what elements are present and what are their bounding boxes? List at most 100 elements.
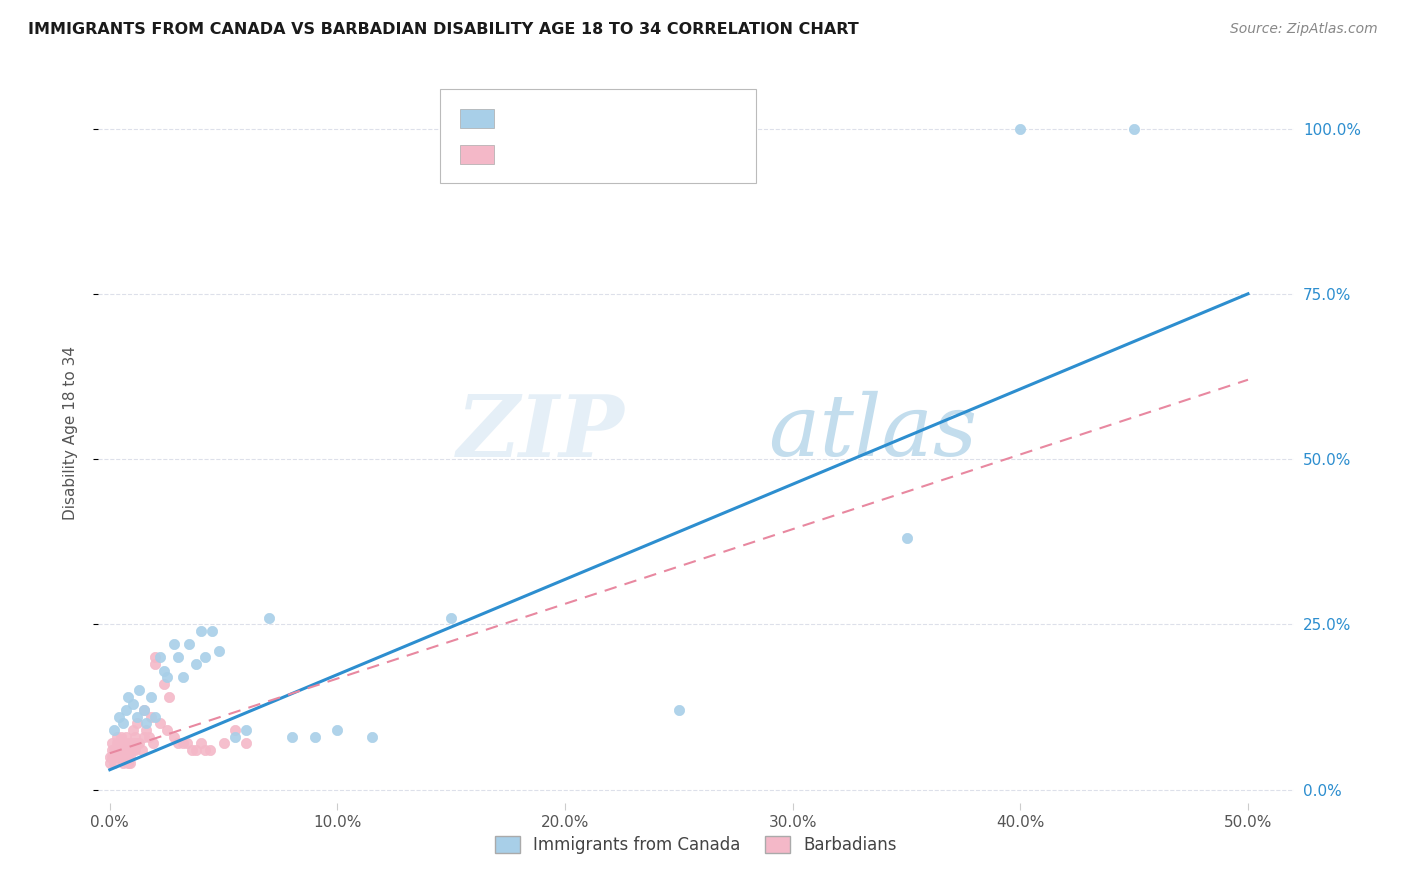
Point <box>281 730 304 744</box>
Point <box>201 624 224 638</box>
Point <box>143 710 166 724</box>
Point <box>124 743 146 757</box>
Point <box>156 723 179 737</box>
Point <box>110 743 132 757</box>
Point <box>117 749 139 764</box>
Point <box>103 756 125 771</box>
Point <box>156 670 179 684</box>
Point <box>143 650 166 665</box>
Point <box>108 749 131 764</box>
Point <box>135 716 157 731</box>
Point <box>128 736 150 750</box>
Legend: Immigrants from Canada, Barbadians: Immigrants from Canada, Barbadians <box>488 830 904 861</box>
Point <box>117 756 139 771</box>
Point <box>224 730 246 744</box>
Y-axis label: Disability Age 18 to 34: Disability Age 18 to 34 <box>63 345 77 520</box>
Point <box>360 730 382 744</box>
Point <box>105 749 128 764</box>
Point <box>186 743 208 757</box>
Point <box>1123 121 1146 136</box>
Point <box>167 650 190 665</box>
Point <box>167 736 190 750</box>
Point <box>112 716 135 731</box>
Point <box>114 703 136 717</box>
Point <box>138 730 160 744</box>
Point <box>132 730 155 744</box>
Point <box>139 690 162 704</box>
Point <box>149 650 172 665</box>
Point <box>132 703 155 717</box>
Point <box>117 690 139 704</box>
Point <box>153 677 176 691</box>
Point <box>440 611 463 625</box>
Point <box>131 743 153 757</box>
Point <box>121 743 143 757</box>
Text: R = 0.682: R = 0.682 <box>503 110 586 128</box>
Point <box>127 716 149 731</box>
Point <box>132 703 155 717</box>
Point <box>143 657 166 671</box>
Point <box>105 730 128 744</box>
Point <box>108 743 131 757</box>
Point <box>186 657 208 671</box>
Point <box>149 716 172 731</box>
Point <box>103 749 125 764</box>
Point <box>1010 121 1032 136</box>
Text: ZIP: ZIP <box>457 391 624 475</box>
Point <box>224 723 246 737</box>
Point <box>120 756 142 771</box>
Point <box>153 664 176 678</box>
Point <box>101 736 124 750</box>
Point <box>127 736 149 750</box>
Point <box>124 730 146 744</box>
Text: atlas: atlas <box>768 392 977 474</box>
Point <box>190 736 212 750</box>
Point <box>190 624 212 638</box>
Point <box>176 736 198 750</box>
Point <box>139 710 162 724</box>
Point <box>114 743 136 757</box>
Point <box>172 670 194 684</box>
Point <box>105 736 128 750</box>
Point <box>208 644 231 658</box>
Point <box>896 532 918 546</box>
Text: R = 0.384: R = 0.384 <box>503 145 586 163</box>
Point <box>212 736 235 750</box>
Point <box>112 736 135 750</box>
Point <box>98 756 121 771</box>
Point <box>101 749 124 764</box>
Point <box>128 683 150 698</box>
Point <box>121 723 143 737</box>
Text: Source: ZipAtlas.com: Source: ZipAtlas.com <box>1230 22 1378 37</box>
Point <box>162 637 184 651</box>
Point <box>179 637 201 651</box>
Point <box>198 743 221 757</box>
Point <box>304 730 326 744</box>
Text: N = 62: N = 62 <box>633 145 690 163</box>
Point <box>235 736 257 750</box>
Point <box>110 730 132 744</box>
Point <box>127 710 149 724</box>
Point <box>326 723 349 737</box>
Point <box>235 723 257 737</box>
Point <box>668 703 690 717</box>
Point <box>194 650 217 665</box>
Point <box>121 736 143 750</box>
Point <box>194 743 217 757</box>
Point <box>112 749 135 764</box>
Point <box>172 736 194 750</box>
Point <box>120 743 142 757</box>
Point <box>114 730 136 744</box>
Point <box>162 730 184 744</box>
Point <box>108 710 131 724</box>
Point <box>101 743 124 757</box>
Point <box>157 690 180 704</box>
Point <box>257 611 280 625</box>
Point <box>110 749 132 764</box>
Point <box>98 749 121 764</box>
Point <box>135 723 157 737</box>
Point <box>117 736 139 750</box>
Point <box>142 736 165 750</box>
Point <box>108 736 131 750</box>
Point <box>180 743 202 757</box>
